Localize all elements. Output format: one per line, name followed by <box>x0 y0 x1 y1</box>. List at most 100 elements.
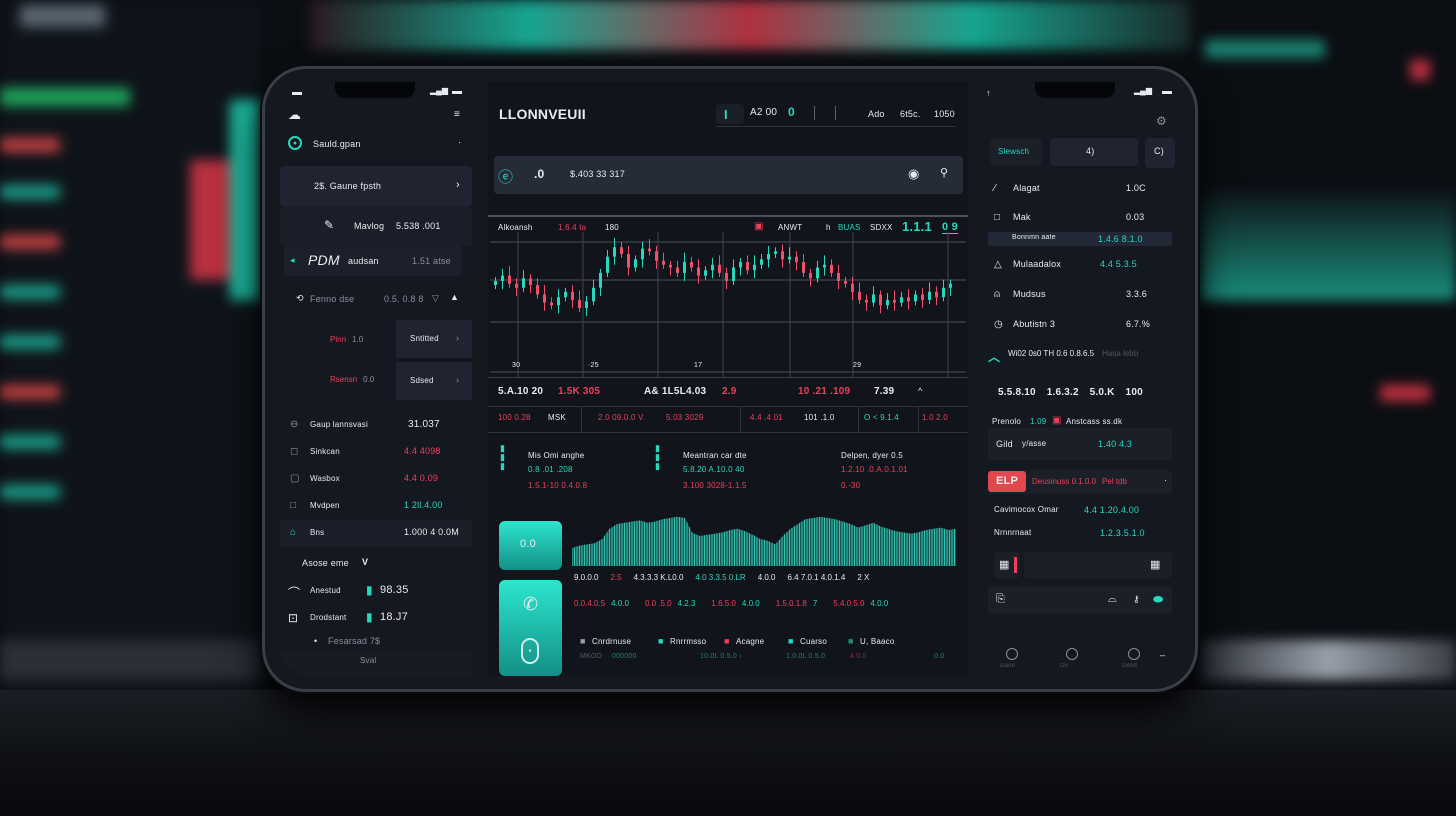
footer-text[interactable]: Sval <box>360 656 377 665</box>
watchlist-item[interactable]: ⍝ Mudsus 3.3.6 <box>980 284 1180 306</box>
candlestick-chart[interactable] <box>488 232 968 377</box>
chevron-down-icon[interactable]: ▽ <box>432 293 440 303</box>
buy-label[interactable]: BUAS <box>838 223 861 232</box>
key-icon[interactable]: ⚷ <box>1133 594 1140 604</box>
timer-icon: ◷ <box>994 319 1003 330</box>
change-pair: 1.6.5.0 4.0.0 <box>711 599 759 608</box>
watchlist-item[interactable]: △ Mulaadalox 4.4 5.3.5 <box>980 254 1180 276</box>
target-icon[interactable]: ◉ <box>908 166 920 181</box>
wave-row: Wi02 0s0 TH 0.6 0.8.6.5 Hasa lebb <box>1008 349 1138 358</box>
ticker-mark-box[interactable]: I <box>716 104 744 124</box>
lock-icon: ⊖ <box>290 419 299 430</box>
document-icon: ▢ <box>290 473 300 484</box>
person-icon[interactable]: ⚲ <box>940 167 949 179</box>
chart-interval[interactable]: 180 <box>605 223 619 232</box>
amount-input[interactable]: ▦ <box>1024 552 1172 578</box>
list-item[interactable]: ◻ Sinkcan 4.4 4098 <box>280 439 472 465</box>
grid-button[interactable]: ▦ <box>994 552 1020 578</box>
info-tag: Anstcass ss.dk <box>1066 417 1123 426</box>
row-value: 4.3.3.3 K.L0.0 <box>633 573 684 582</box>
tab-2[interactable]: C) <box>1145 138 1175 168</box>
footer-value: MKOO <box>580 653 603 660</box>
watchlist-item[interactable]: Bonnmn aate 1.4.6 8.1.0 <box>988 232 1172 246</box>
wave-aside: Hasa lebb <box>1102 349 1139 358</box>
action-button-label: 0.0 <box>520 538 536 550</box>
nav-item[interactable]: Dane <box>998 648 1028 674</box>
chevron-up-icon[interactable]: ^ <box>918 386 923 396</box>
change-pair: 0.0 .5.0 4.2.3 <box>645 599 695 608</box>
candle <box>529 274 532 294</box>
legend-marker-icon: ■ <box>580 636 586 646</box>
search-input[interactable]: $.403 33 317 <box>570 169 625 179</box>
cloud-icon[interactable]: ☁ <box>288 107 301 122</box>
action-button[interactable]: 0.0 <box>499 521 562 570</box>
more-icon[interactable]: – <box>1160 650 1166 660</box>
wave-label: Wi02 0s0 TH 0.6 0.8.6.5 <box>1008 349 1095 358</box>
order-button[interactable]: Sntitted › <box>396 320 472 358</box>
more-dot[interactable]: · <box>458 137 462 147</box>
card-mavlog[interactable]: ✎ Mavlog 5.538 .001 <box>280 206 472 246</box>
candle <box>809 268 812 287</box>
nav-item[interactable]: Ov <box>1058 648 1088 674</box>
order-button[interactable]: Sdsed › <box>396 362 472 400</box>
chart-mode[interactable]: ANWT <box>778 223 803 232</box>
legend-marker-icon: ■ <box>658 636 664 646</box>
column-line: 1.5.1-10 0.4.0.8 <box>528 481 588 490</box>
blob-icon[interactable]: ⬬ <box>1153 592 1164 606</box>
candle <box>844 276 847 288</box>
signal-icon: ▂▄▆ <box>1134 86 1152 95</box>
nav-item[interactable]: Gelid <box>1120 648 1150 674</box>
chevron-up-icon[interactable]: ▲ <box>450 292 460 302</box>
profile-icon[interactable]: ● <box>288 136 302 150</box>
wallet-row[interactable]: ⌒ Anestud ▮ 98.35 <box>280 580 472 604</box>
info-column: ▮ ▮ ▮ Meantran car dte 5.8.20 A.10.0 40 3.… <box>655 444 805 494</box>
menu-icon[interactable]: ≡ <box>454 109 460 120</box>
candle <box>816 260 819 283</box>
search-bar[interactable]: ⓔ .0 $.403 33 317 ◉ ⚲ <box>494 156 963 194</box>
field-gild[interactable]: Gild y/asse 1.40 4.3 <box>988 428 1172 460</box>
candle <box>900 291 903 307</box>
list-item[interactable]: ⊖ Gaup lannsvasi 31.037 <box>280 412 472 438</box>
candle <box>683 252 686 281</box>
call-button[interactable]: ✆ ▪ <box>499 580 562 676</box>
balance-label: Cavimocox Omar <box>994 505 1059 514</box>
settings-icon[interactable]: ⚙ <box>1156 114 1167 128</box>
nav-label: Ov <box>1060 663 1069 669</box>
candle <box>921 287 924 308</box>
alert-button[interactable]: ELP <box>988 471 1026 492</box>
more-dot[interactable]: · <box>1164 475 1168 485</box>
stat-value: 100 0.28 <box>498 413 531 422</box>
candle <box>704 266 707 280</box>
right-panel: ↑ ▂▄▆ ▬ ⚙ Slewsch 4) C) ⁄ Alagat 1.0C □ … <box>980 82 1180 676</box>
tab-0[interactable]: Slewsch <box>990 138 1042 166</box>
candle <box>599 268 602 296</box>
list-item[interactable]: □ Mvdpen 1 2ll.4.00 <box>280 493 472 519</box>
logout-icon[interactable]: ⎘ <box>996 593 1005 605</box>
x-tick-label: 17 <box>694 362 703 369</box>
mouse-icon[interactable]: ⌓ <box>1108 593 1117 605</box>
list-label: Wasbox <box>310 474 340 483</box>
list-item[interactable]: ▢ Wasbox 4.4 0.09 <box>280 466 472 492</box>
alert-row: ELP Deusinuss 0.1.0.0 Pel tdb · <box>988 470 1172 494</box>
card-pdm[interactable]: ◂ PDM audsan 1.51 atse <box>284 246 462 276</box>
candle <box>648 239 651 256</box>
list-item[interactable]: ⌂ Bns 1.000 4 0.0M <box>280 520 472 546</box>
stat-value: MSK <box>548 413 566 422</box>
card-gaune[interactable]: 2$. Gaune fpsth › <box>280 166 472 206</box>
candle <box>928 282 931 304</box>
watchlist-item[interactable]: ◷ Abutistn 3 6.7.% <box>980 314 1180 336</box>
balance-label: Nrnnrnaat <box>994 528 1032 537</box>
info-label: Prenolo <box>992 417 1021 426</box>
watchlist-item[interactable]: ⁄ Alagat 1.0C <box>980 178 1180 200</box>
watchlist-item[interactable]: □ Mak 0.03 <box>980 207 1180 229</box>
watchlist-label: Alagat <box>1013 183 1040 193</box>
wallet-row[interactable]: ⊡ Drodstant ▮ 18.J7 <box>280 607 472 631</box>
column-line: 0.-30 <box>841 481 861 490</box>
sell-label[interactable]: SDXX <box>870 223 893 232</box>
tab-1[interactable]: 4) <box>1050 138 1138 166</box>
nav-circle-icon <box>1066 648 1078 660</box>
ticker-mark: I <box>724 107 728 122</box>
candle <box>725 267 728 290</box>
row-value: 0.0.4.0.5 <box>574 599 606 608</box>
indicator-icon[interactable]: ▣ <box>754 221 764 232</box>
